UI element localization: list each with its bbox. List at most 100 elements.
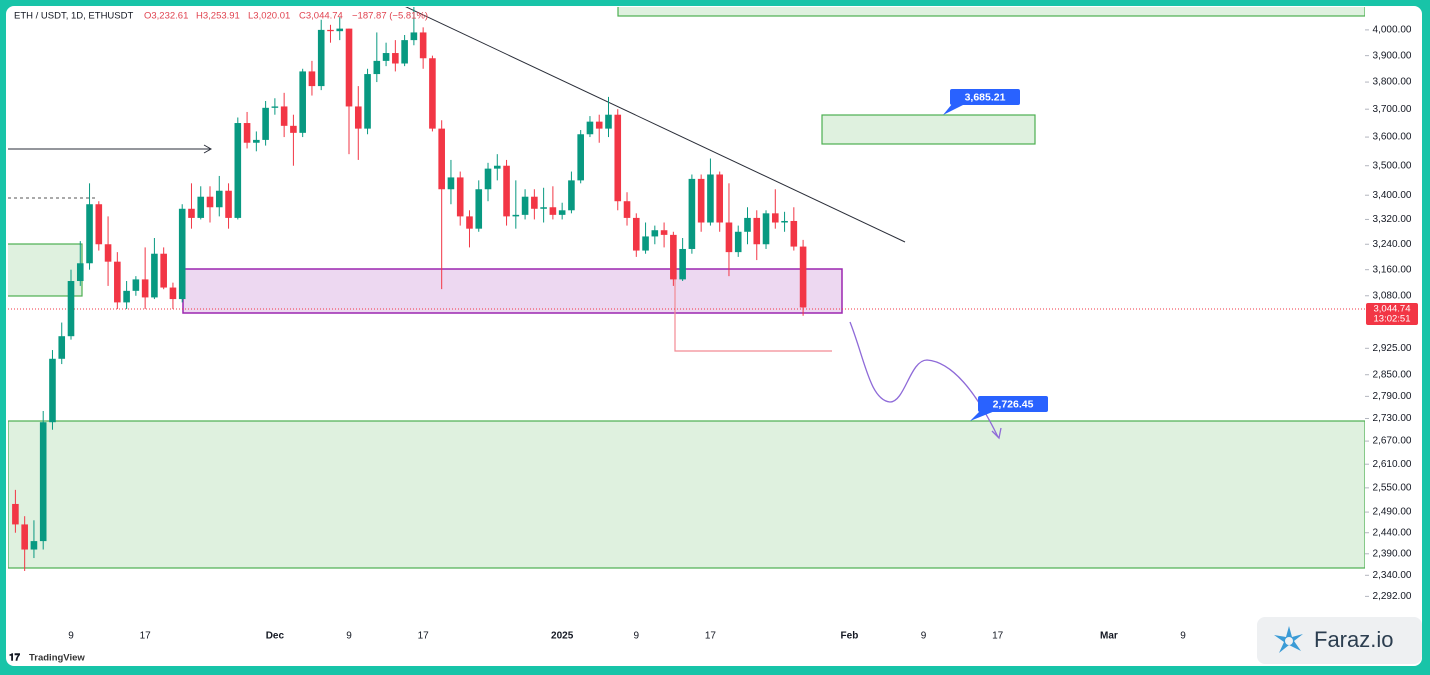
chart-title: ETH / USDT, 1D, ETHUSDT xyxy=(14,11,133,22)
candle-body xyxy=(521,196,529,215)
candle-body xyxy=(104,244,112,262)
arrow-head xyxy=(203,144,213,154)
y-tick-label: 3,240.00 xyxy=(1373,239,1412,250)
candle-body xyxy=(781,220,788,223)
y-tick-label: 3,800.00 xyxy=(1373,77,1412,88)
candle-body xyxy=(799,246,807,308)
candle-body xyxy=(271,106,279,108)
y-tick-label: 3,900.00 xyxy=(1373,50,1412,61)
x-tick-label: 9 xyxy=(1180,631,1186,642)
x-tick-label: 9 xyxy=(346,631,352,642)
candle-body xyxy=(744,217,751,232)
candle-body xyxy=(234,123,242,218)
zone xyxy=(8,420,1365,569)
x-tick-label: 9 xyxy=(634,631,640,642)
callouts: 3,685.21 2,726.45 xyxy=(943,89,1048,421)
candle-body xyxy=(373,60,381,75)
candle-body xyxy=(95,204,103,245)
candle-body xyxy=(86,204,93,264)
watermark-badge xyxy=(1257,617,1422,664)
candle-body xyxy=(280,106,288,126)
candle-body xyxy=(595,121,603,129)
x-tick-label: 17 xyxy=(705,631,717,642)
candle-body xyxy=(49,358,56,423)
candle-body xyxy=(642,236,649,251)
y-tick-label: 3,320.00 xyxy=(1373,214,1412,225)
price-tag xyxy=(1366,303,1418,325)
candle-body xyxy=(623,201,631,218)
y-tick-label: 3,500.00 xyxy=(1373,160,1412,171)
candle-body xyxy=(317,29,325,87)
y-tick-label: 2,490.00 xyxy=(1373,507,1412,518)
candle-body xyxy=(679,248,686,280)
candle-body xyxy=(382,53,390,61)
watermark: Faraz.io xyxy=(1314,627,1393,652)
candle-body xyxy=(141,279,149,298)
candle-body xyxy=(151,253,158,298)
candle-body xyxy=(586,121,594,135)
callout-label: 3,685.21 xyxy=(965,91,1006,103)
callout-pointer xyxy=(943,104,965,115)
candle-body xyxy=(568,180,575,211)
candle-body xyxy=(670,234,677,280)
y-tick-label: 2,730.00 xyxy=(1373,413,1412,424)
candle-body xyxy=(327,29,334,32)
callout-pointer xyxy=(970,411,995,421)
candle-body xyxy=(345,28,353,107)
candle-body xyxy=(160,253,167,288)
ohlc-value: O3,232.61 xyxy=(144,11,188,22)
projection-path xyxy=(849,321,999,438)
candle-body xyxy=(456,177,464,217)
ohlc-change: −187.87 (−5.81%) xyxy=(352,11,428,22)
ohlc-value: H3,253.91 xyxy=(196,11,240,22)
callout xyxy=(978,396,1048,412)
candle-body xyxy=(253,139,260,143)
candles xyxy=(12,7,807,571)
candle-body xyxy=(447,177,455,190)
candle-body xyxy=(290,125,297,133)
x-tick-label: 17 xyxy=(418,631,430,642)
candle-body xyxy=(58,336,66,359)
drawings xyxy=(8,7,1365,569)
candle-body xyxy=(76,263,84,282)
candle-body xyxy=(429,58,436,129)
candle-body xyxy=(753,217,761,245)
candle-body xyxy=(549,207,557,215)
trend-line xyxy=(405,7,906,243)
x-tick-label: 2025 xyxy=(551,631,574,642)
candle-body xyxy=(123,290,130,303)
candle-body xyxy=(790,220,798,247)
candle-body xyxy=(132,279,140,291)
candle-body xyxy=(660,230,668,235)
candle-body xyxy=(475,189,483,229)
countdown: 13:02:51 xyxy=(1374,314,1411,325)
candle-body xyxy=(12,503,19,525)
y-tick-label: 2,610.00 xyxy=(1373,459,1412,470)
candle-body xyxy=(354,106,362,129)
callout xyxy=(950,89,1020,105)
candle-body xyxy=(632,217,640,251)
candle-body xyxy=(188,208,195,218)
logo-mark: 𝟏𝟕 xyxy=(9,653,21,664)
y-tick-label: 2,850.00 xyxy=(1373,369,1412,380)
candle-body xyxy=(262,107,269,140)
candle-body xyxy=(299,71,306,133)
zone xyxy=(182,268,843,314)
y-tick-label: 3,700.00 xyxy=(1373,104,1412,115)
candle-body xyxy=(531,196,538,209)
candle-body xyxy=(577,134,584,181)
arrow-head xyxy=(991,427,1002,440)
candle-body xyxy=(688,178,696,249)
x-tick-label: 17 xyxy=(140,631,152,642)
ohlc-value: L3,020.01 xyxy=(248,11,290,22)
ohlc-value: C3,044.74 xyxy=(299,11,343,22)
y-tick-label: 2,550.00 xyxy=(1373,483,1412,494)
candle-body xyxy=(697,178,705,223)
candle-body xyxy=(21,524,28,550)
y-tick-label: 2,440.00 xyxy=(1373,527,1412,538)
candle-body xyxy=(401,40,408,64)
candle-body xyxy=(540,207,547,209)
candle-body xyxy=(725,222,733,253)
y-tick-label: 2,390.00 xyxy=(1373,548,1412,559)
candle-body xyxy=(762,213,770,245)
